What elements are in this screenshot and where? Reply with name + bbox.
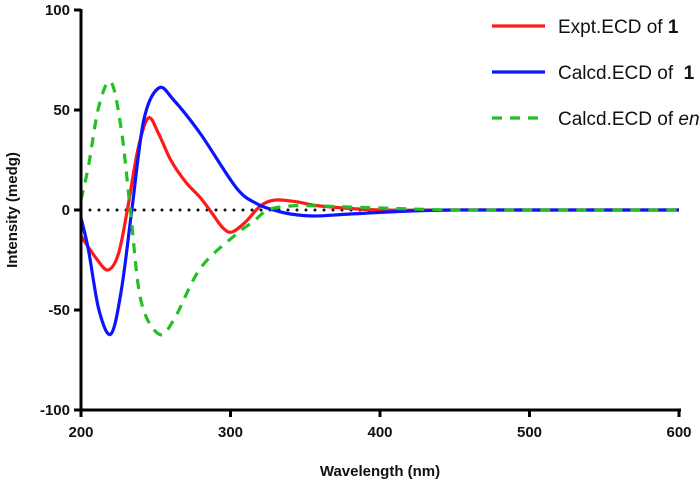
legend-label-part: 1 (668, 17, 679, 38)
legend-label-2: Calcd.ECD of ent-1 (558, 109, 700, 130)
x-tick-label: 600 (666, 424, 691, 441)
x-tick-label: 200 (68, 424, 93, 441)
y-axis-label: Intensity (medg) (4, 152, 21, 268)
y-tick-label: 50 (53, 102, 70, 119)
legend-label-part: 1 (684, 63, 695, 84)
x-axis-label: Wavelength (nm) (320, 463, 440, 480)
series-line-2 (79, 79, 679, 337)
x-tick-label: 300 (218, 424, 243, 441)
legend-label-part: Expt.ECD of (558, 17, 668, 38)
y-tick-label: 0 (62, 202, 70, 219)
legend-label-1: Calcd.ECD of 1 (558, 63, 695, 84)
legend-label-part: Calcd.ECD of (558, 63, 684, 84)
y-tick-label: 100 (45, 2, 70, 19)
legend-label-part: ent (678, 109, 700, 130)
y-tick-label: -50 (48, 302, 70, 319)
legend-label-part: Calcd.ECD of (558, 109, 678, 130)
y-tick-label: -100 (40, 402, 70, 419)
x-tick-label: 500 (517, 424, 542, 441)
series-line-0 (79, 116, 679, 272)
legend-label-0: Expt.ECD of 1 (558, 17, 679, 38)
x-tick-label: 400 (367, 424, 392, 441)
